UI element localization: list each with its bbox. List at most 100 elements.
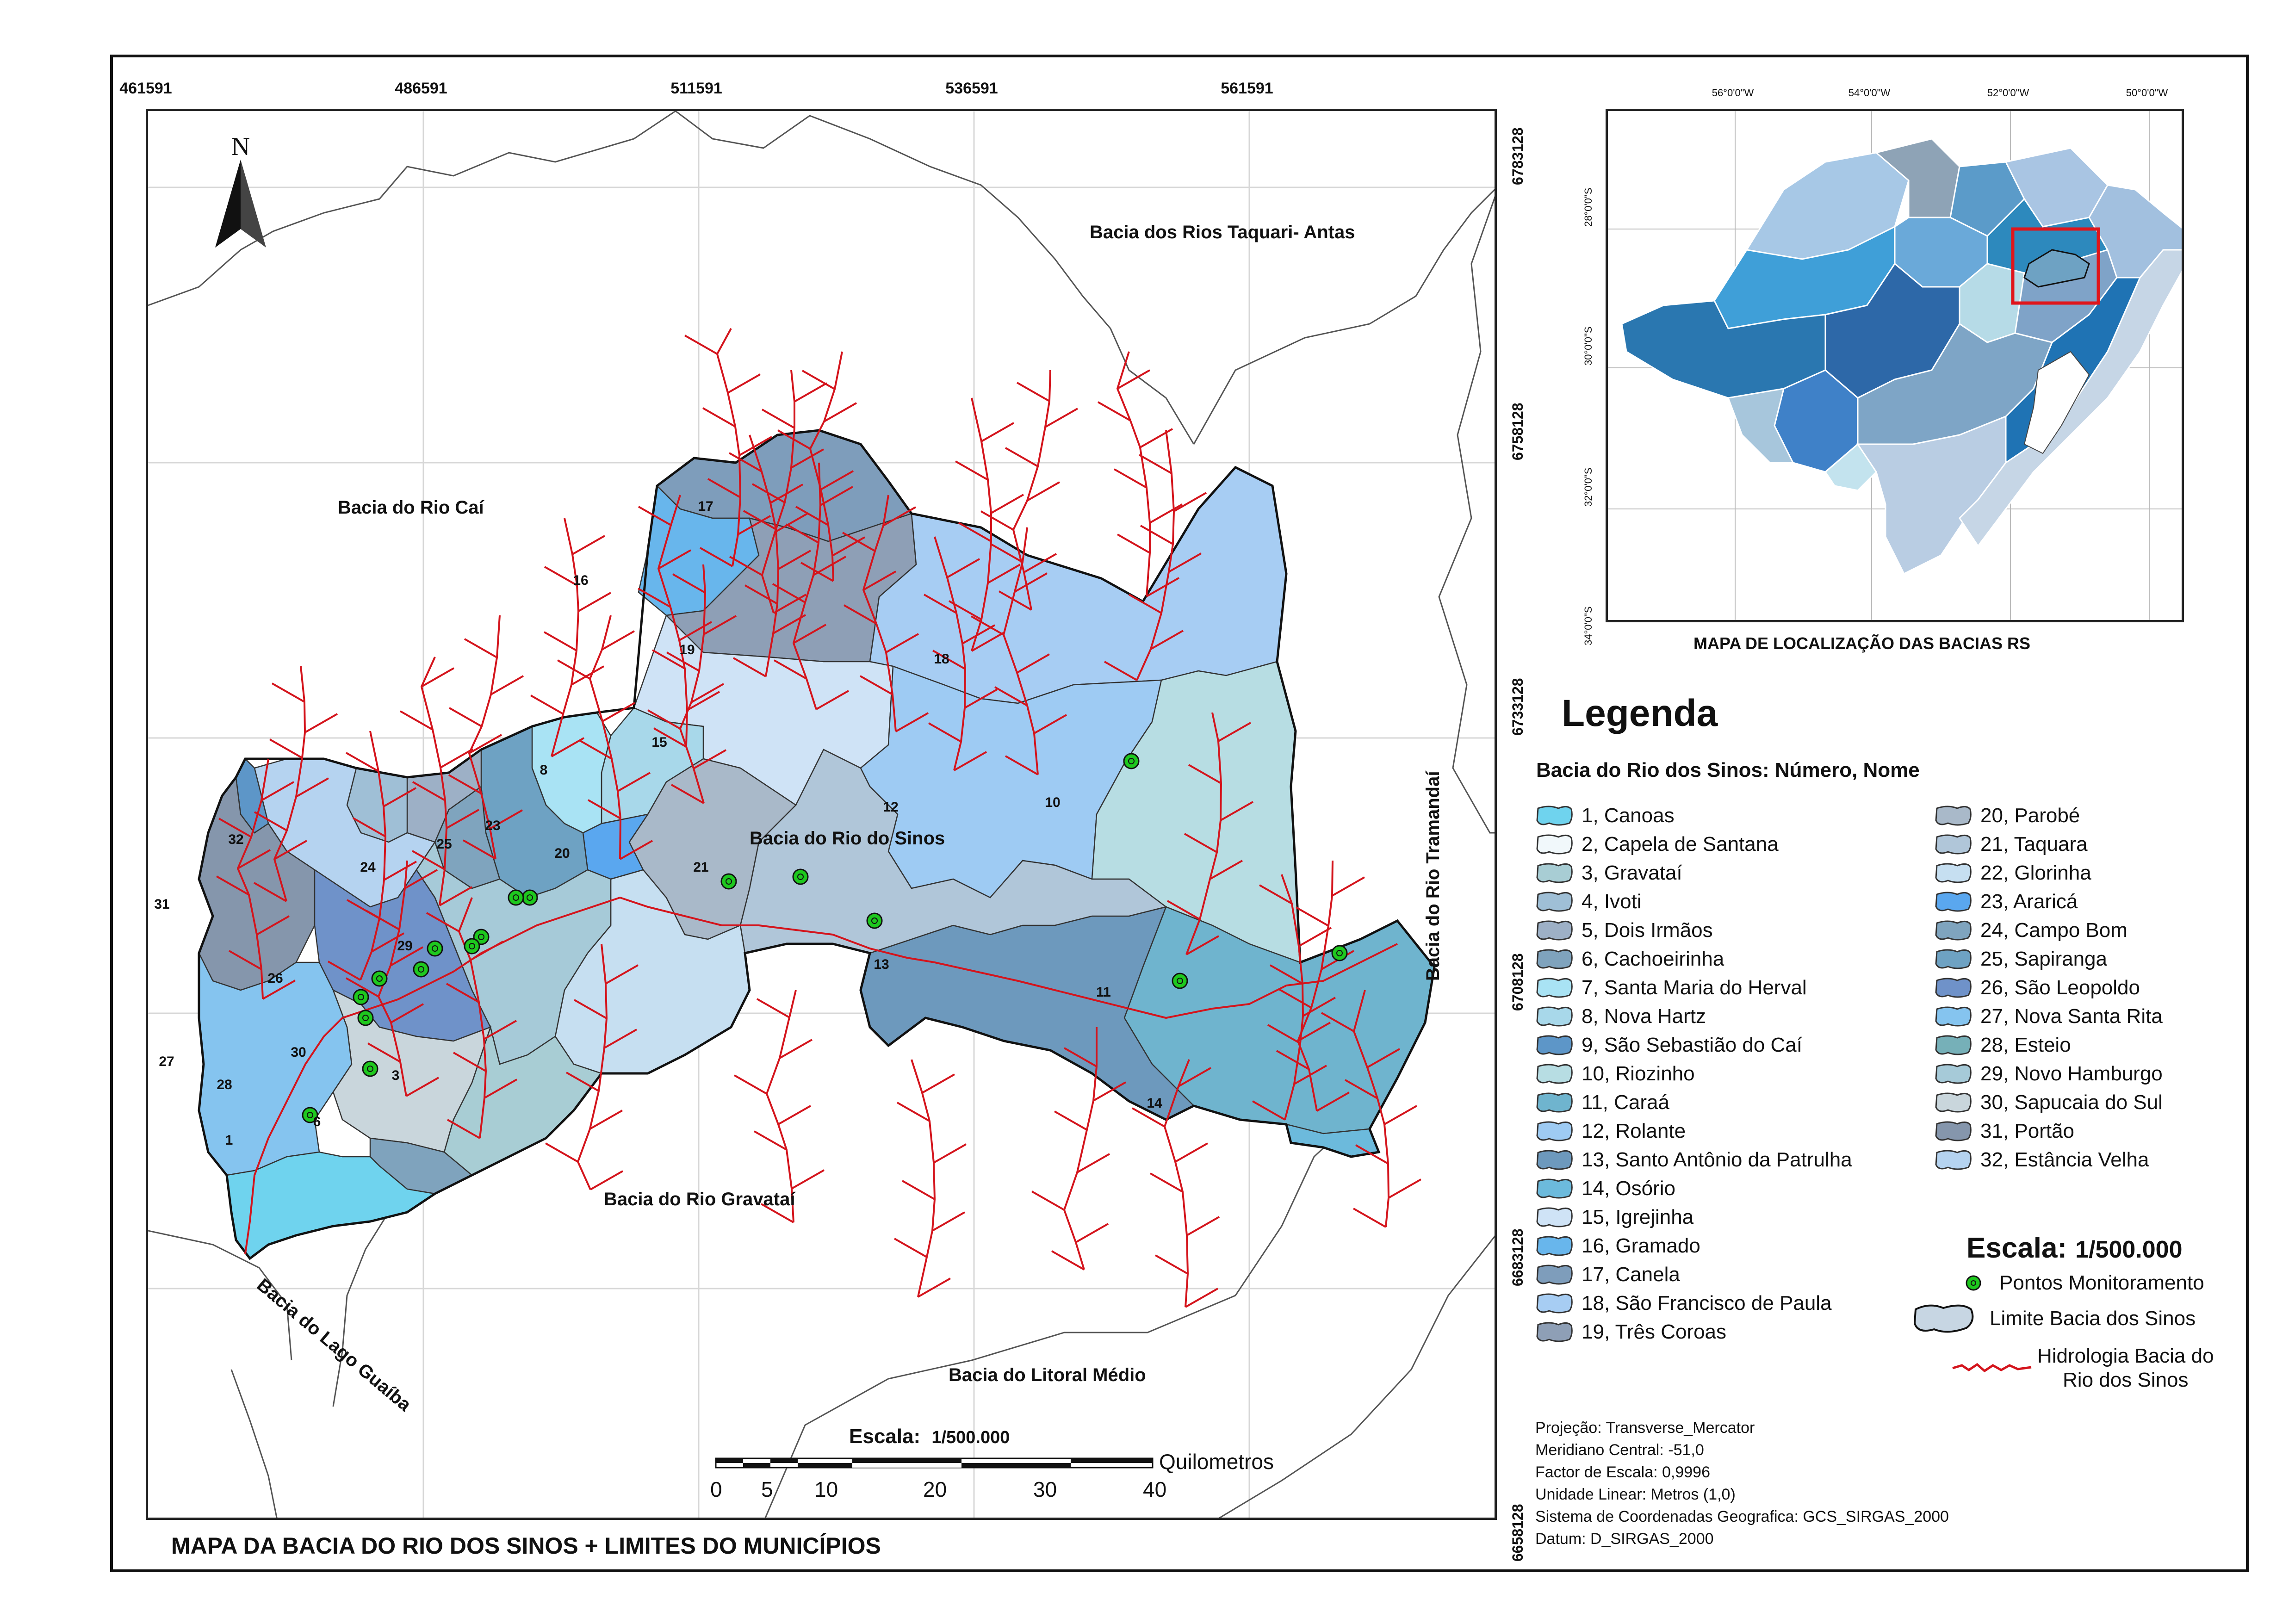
legend-item-label: 32, Estância Velha (1980, 1148, 2149, 1171)
river-branch (328, 961, 361, 981)
legend-item: 21, Taquara (1934, 831, 2088, 857)
river-line-icon (1952, 1363, 2032, 1373)
legend-swatch (1535, 948, 1573, 970)
muni-27-nova-santa-rita (198, 953, 353, 1176)
legend-item-label: 31, Portão (1980, 1120, 2075, 1142)
legend-item: 15, Igrejinha (1535, 1204, 1693, 1230)
inset-lon-label: 54°0'0"W (1848, 87, 1891, 99)
river-tributary (589, 615, 621, 860)
monitoring-point-center (1177, 978, 1183, 984)
river-branch (1178, 1067, 1211, 1087)
river-branch (218, 818, 252, 838)
municipality-number: 27 (159, 1054, 174, 1069)
monitoring-point (720, 873, 737, 890)
municipality-number: 26 (267, 971, 283, 986)
river-branch (693, 749, 726, 769)
legend-item: 24, Campo Bom (1934, 917, 2128, 943)
river-branch (1210, 860, 1243, 880)
river-branch (1270, 964, 1303, 985)
river-branch (346, 752, 379, 772)
river-branch (566, 1072, 599, 1092)
projection-line: Projeção: Transverse_Mercator (1535, 1419, 1755, 1437)
legend-swatch (1535, 977, 1573, 999)
river-branch (578, 592, 611, 612)
river-branch (366, 910, 400, 930)
river-branch (947, 558, 980, 578)
river-branch (778, 1105, 811, 1125)
river-branch (269, 738, 303, 759)
river-branch (820, 486, 853, 506)
river-branch (406, 1077, 439, 1097)
scale-tick: 30 (1033, 1477, 1057, 1501)
legend-item-label: 6, Cachoeirinha (1582, 948, 1724, 970)
river-branch (1051, 1250, 1085, 1271)
river-branch (256, 915, 290, 936)
municipality-number: 28 (217, 1077, 232, 1092)
river-branch (1146, 577, 1179, 597)
river-branch (863, 570, 896, 591)
river-tributary (273, 666, 306, 902)
river-branch (1140, 525, 1173, 545)
municipality-number: 11 (1096, 985, 1111, 1000)
legend-item-label: 20, Parobé (1980, 804, 2080, 827)
municipality-number: 32 (228, 832, 244, 847)
municipality-number: 6 (313, 1114, 321, 1129)
projection-line: Factor de Escala: 0,9996 (1535, 1463, 1711, 1481)
monitoring-points (302, 753, 1348, 1123)
legend-item: 7, Santa Maria do Herval (1535, 975, 1807, 1001)
river-branch (958, 522, 992, 542)
river-branch (816, 690, 849, 710)
basin-label-tramandai: Bacia do Rio Tramandaí (1423, 771, 1443, 981)
river-branch (404, 869, 438, 889)
legend-item-label: 10, Riozinho (1582, 1062, 1695, 1085)
legend-item-label: 3, Gravataí (1582, 862, 1682, 884)
river-branch (902, 1180, 935, 1200)
river-branch (261, 781, 294, 801)
river-branch (1104, 661, 1137, 681)
monitoring-point (353, 989, 369, 1005)
river-branch (367, 1042, 401, 1063)
river-branch (842, 532, 875, 552)
municipality-number: 8 (540, 762, 548, 778)
municipality-number: 14 (1147, 1096, 1162, 1111)
grid-y-label: 6708128 (1509, 953, 1526, 1011)
river-branch (469, 734, 502, 754)
grid-x-label: 511591 (670, 80, 722, 97)
legend-boundary-label: Limite Bacia dos Sinos (1990, 1307, 2196, 1330)
grid-y-label: 6683128 (1509, 1228, 1526, 1286)
river-branch (971, 615, 1004, 636)
river-branch (604, 1029, 637, 1049)
river-branch (412, 850, 445, 870)
legend-swatch (1934, 833, 1972, 855)
inset-basin (1856, 415, 2007, 575)
legend-title: Legenda (1562, 692, 1718, 734)
river-branch (800, 562, 834, 582)
inset-lon-label: 56°0'0"W (1712, 87, 1754, 99)
river-branch (794, 382, 827, 403)
river-branch (572, 535, 605, 555)
monitoring-point-center (469, 943, 475, 949)
river-branch (684, 335, 718, 355)
monitoring-point (521, 889, 538, 906)
legend-item: 10, Riozinho (1535, 1061, 1695, 1087)
river-branch (1155, 1254, 1188, 1275)
river-tributary (761, 370, 795, 614)
legend-swatch (1535, 1264, 1573, 1286)
river-branch (447, 1119, 480, 1139)
river-branch (990, 543, 1023, 563)
monitoring-point-center (726, 878, 732, 885)
river-branch (605, 964, 639, 985)
river-branch (981, 422, 1014, 442)
legend-item: 16, Gramado (1535, 1233, 1700, 1259)
river-branch (658, 549, 691, 570)
legend-swatch (1535, 1063, 1573, 1085)
river-branch (470, 941, 503, 961)
river-branch (962, 624, 995, 645)
river-branch (813, 556, 846, 576)
river-branch (793, 624, 826, 644)
river-branch (589, 1110, 623, 1130)
river-branch (932, 1211, 965, 1232)
river-branch (1054, 1110, 1087, 1131)
legend-hydrology-line2: Rio dos Sinos (2063, 1369, 2189, 1391)
inset-canvas (1608, 111, 2182, 620)
